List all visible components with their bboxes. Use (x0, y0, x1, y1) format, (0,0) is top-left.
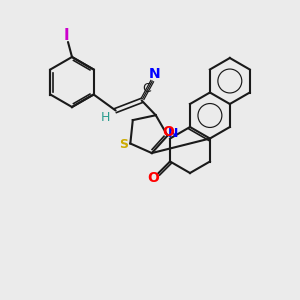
Text: I: I (63, 28, 69, 43)
Text: S: S (119, 138, 128, 151)
Text: N: N (149, 67, 161, 80)
Text: N: N (168, 127, 179, 140)
Text: C: C (142, 82, 151, 94)
Text: O: O (147, 172, 159, 185)
Text: O: O (162, 125, 174, 140)
Text: H: H (101, 111, 110, 124)
